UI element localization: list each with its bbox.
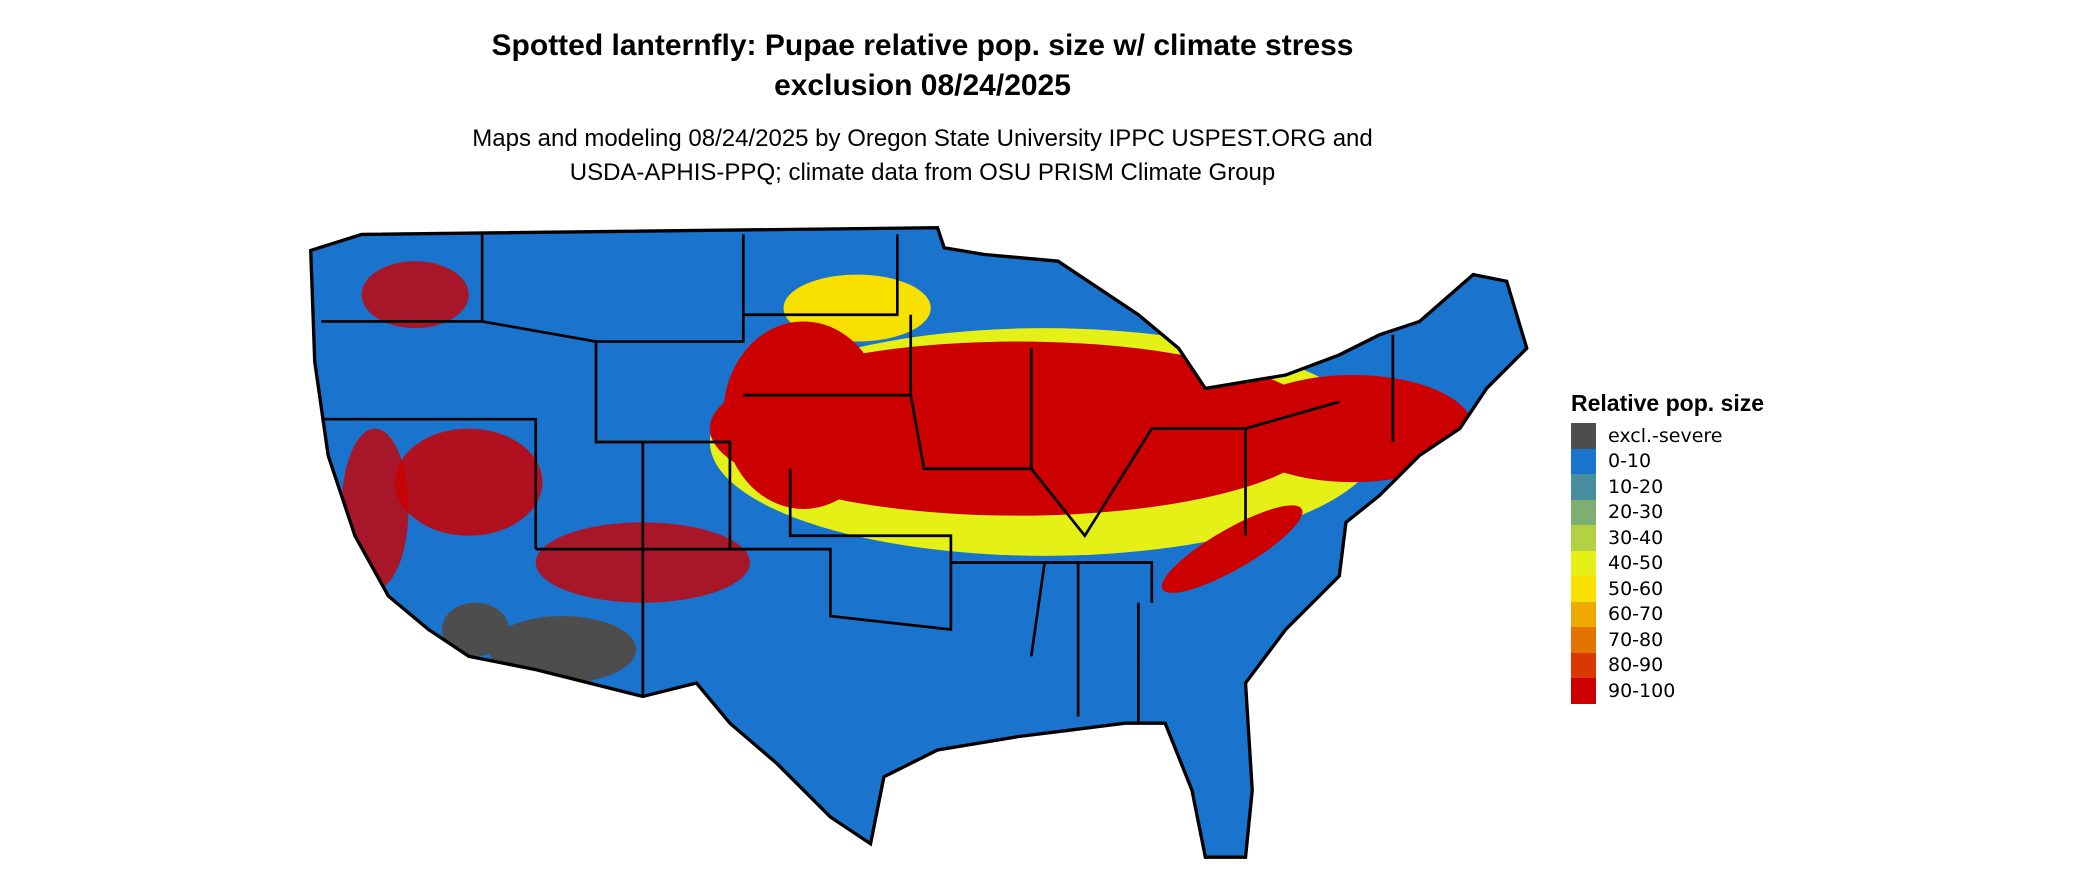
legend-item: 10-20 — [1571, 474, 1764, 500]
legend-label: 80-90 — [1608, 654, 1664, 677]
legend: Relative pop. size excl.-severe 0-10 10-20… — [1571, 390, 1764, 704]
legend-item: 40-50 — [1571, 550, 1764, 576]
legend-item: 70-80 — [1571, 627, 1764, 653]
region-red-california — [341, 428, 409, 590]
legend-item: 80-90 — [1571, 652, 1764, 678]
us-outline — [308, 226, 1529, 859]
map-subtitle-line2: USDA-APHIS-PPQ; climate data from OSU PR… — [569, 159, 1276, 186]
legend-label: 30-40 — [1608, 526, 1664, 549]
map-title-line1: Spotted lanternfly: Pupae relative pop. … — [491, 29, 1354, 62]
region-excluded-arizona — [488, 616, 637, 684]
region-red-northeast — [1232, 375, 1474, 483]
legend-swatch — [1571, 601, 1596, 627]
legend-label: 0-10 — [1608, 450, 1652, 473]
legend-label: 50-60 — [1608, 577, 1664, 600]
region-red-plains — [723, 321, 884, 509]
legend-item: 30-40 — [1571, 525, 1764, 551]
legend-swatch — [1571, 423, 1596, 449]
legend-swatch — [1571, 525, 1596, 551]
legend-swatch — [1571, 652, 1596, 678]
legend-item: 20-30 — [1571, 499, 1764, 525]
legend-label: excl.-severe — [1608, 424, 1723, 447]
legend-swatch — [1571, 474, 1596, 500]
legend-label: 60-70 — [1608, 603, 1664, 626]
legend-swatch — [1571, 678, 1596, 704]
legend-label: 70-80 — [1608, 628, 1664, 651]
legend-swatch — [1571, 576, 1596, 602]
map-subtitle-line1: Maps and modeling 08/24/2025 by Oregon S… — [472, 125, 1373, 152]
legend-label: 90-100 — [1608, 679, 1676, 702]
legend-label: 40-50 — [1608, 552, 1664, 575]
state-borders — [321, 234, 1395, 724]
legend-item: 50-60 — [1571, 576, 1764, 602]
legend-swatch — [1571, 550, 1596, 576]
region-excluded-california — [441, 602, 509, 657]
legend-label: 10-20 — [1608, 475, 1664, 498]
map-title-line2: exclusion 08/24/2025 — [774, 69, 1071, 102]
legend-swatch — [1571, 499, 1596, 525]
region-red-northwest — [361, 261, 469, 329]
region-red-appalachia — [1161, 505, 1303, 593]
legend-item: 90-100 — [1571, 678, 1764, 704]
legend-title: Relative pop. size — [1571, 390, 1765, 416]
legend-swatch — [1571, 627, 1596, 653]
legend-label: 20-30 — [1608, 501, 1664, 524]
legend-item: 60-70 — [1571, 601, 1764, 627]
legend-item: excl.-severe — [1571, 423, 1764, 449]
legend-item: 0-10 — [1571, 448, 1764, 474]
legend-swatch — [1571, 448, 1596, 474]
region-red-great-basin — [395, 428, 543, 536]
